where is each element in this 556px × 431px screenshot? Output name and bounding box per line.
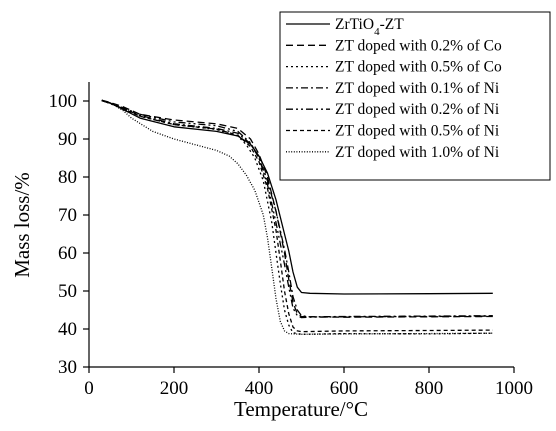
y-tick-label: 50: [58, 281, 77, 302]
x-tick-label: 400: [245, 378, 274, 399]
legend-label: ZT doped with 0.2% of Ni: [335, 101, 500, 118]
y-tick-label: 90: [58, 129, 77, 150]
x-tick-label: 200: [160, 378, 189, 399]
y-tick-label: 30: [58, 357, 77, 378]
x-tick-label: 600: [330, 378, 359, 399]
series-line: [101, 99, 493, 319]
legend-label: ZT doped with 0.1% of Ni: [335, 80, 500, 97]
x-axis-title: Temperature/°C: [234, 397, 368, 421]
legend-label: ZT doped with 0.5% of Ni: [335, 123, 500, 140]
plot-area: [88, 82, 514, 368]
y-axis-title: Mass loss/%: [10, 172, 34, 278]
y-tick-label: 100: [49, 91, 78, 112]
series-lines: [101, 99, 493, 335]
y-tick-label: 60: [58, 243, 77, 264]
x-tick-label: 800: [415, 378, 444, 399]
series-line: [101, 99, 493, 318]
series-line: [101, 99, 493, 335]
y-tick-label: 80: [58, 167, 77, 188]
legend-label: ZrTiO4-ZT: [335, 16, 404, 38]
axis-ticks: 0 200 400 600 800 1000 30 40 50 60 70 80 90 100: [49, 91, 534, 399]
series-line: [101, 99, 493, 295]
y-tick-label: 70: [58, 205, 77, 226]
x-tick-label: 0: [84, 378, 94, 399]
legend-label: ZT doped with 0.5% of Co: [335, 59, 502, 76]
y-tick-label: 40: [58, 319, 77, 340]
legend-label: ZT doped with 1.0% of Ni: [335, 144, 500, 161]
series-line: [101, 99, 493, 333]
legend-label: ZT doped with 0.2% of Co: [335, 37, 502, 54]
x-tick-label: 1000: [495, 378, 533, 399]
